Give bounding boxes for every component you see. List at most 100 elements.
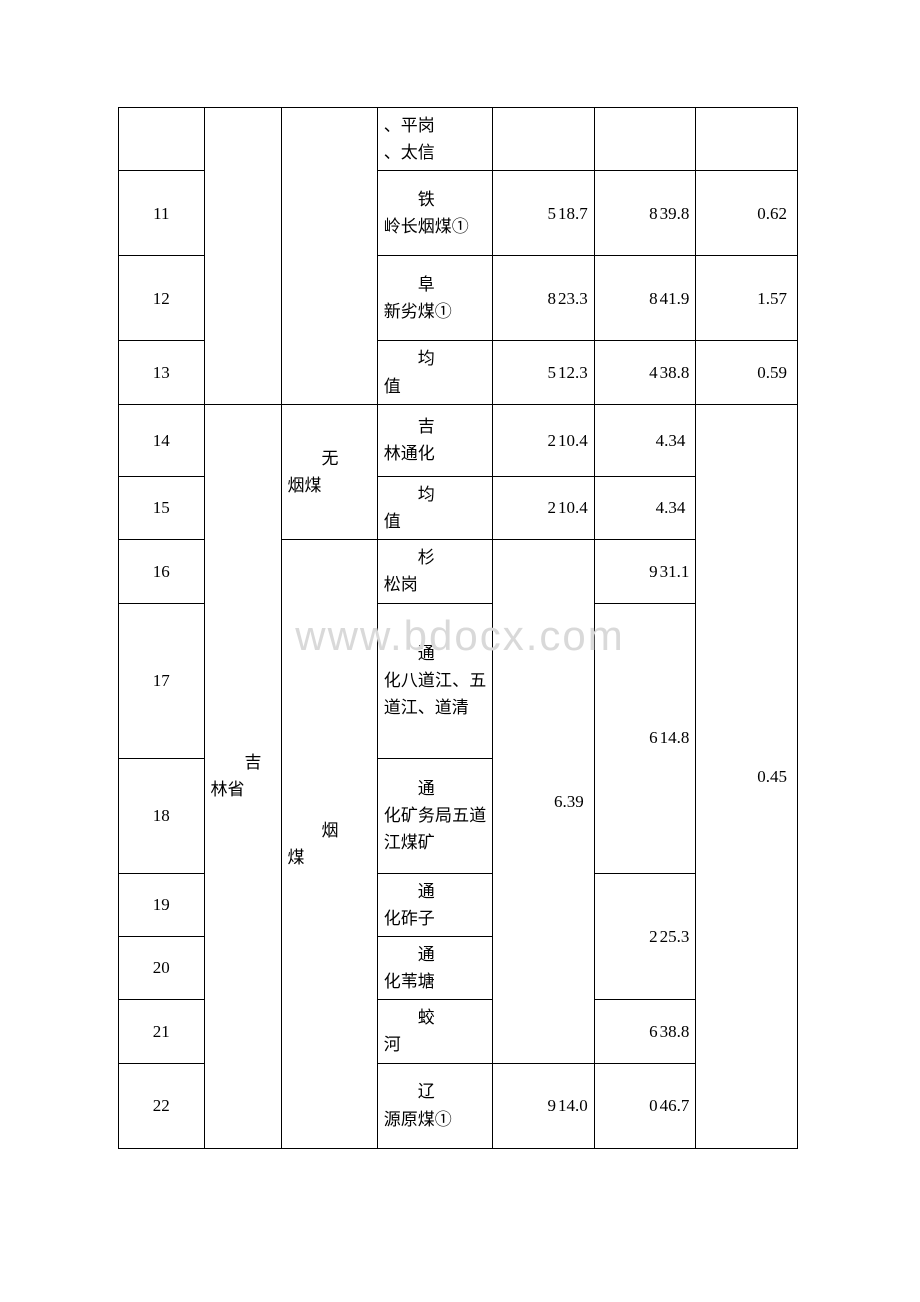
- name-rest: 新劣煤①: [384, 302, 452, 321]
- val-left: 0: [649, 1092, 658, 1119]
- cell-v3: 0.45: [696, 404, 798, 1148]
- cell-v2: 614.8: [594, 603, 696, 873]
- coal-data-table: 、平岗 、太信 11 铁岭长烟煤① 518.7 839.8 0.62 12: [118, 107, 798, 1149]
- val-right: 23.3: [558, 285, 588, 312]
- val-right: 10.4: [558, 427, 588, 454]
- cell-name: 吉林通化: [377, 404, 492, 476]
- name-first: 通: [384, 941, 486, 968]
- cell-idx: 15: [119, 476, 205, 539]
- cell-v3: 0.59: [696, 341, 798, 404]
- cell-v1: [493, 108, 595, 171]
- val-right: 46.7: [660, 1092, 690, 1119]
- val-left: 2: [548, 494, 557, 521]
- cell-v2: 438.8: [594, 341, 696, 404]
- coal-rest: 烟煤: [288, 476, 322, 495]
- name-rest: 化八道江、五道江、道清: [384, 671, 486, 717]
- cell-v2: 225.3: [594, 873, 696, 1000]
- name-first: 辽: [384, 1078, 486, 1105]
- val-left: 9: [548, 1092, 557, 1119]
- name-rest: 化矿务局五道江煤矿: [384, 806, 486, 852]
- name-rest: 松岗: [384, 575, 418, 594]
- cell-idx: 18: [119, 758, 205, 873]
- cell-idx: 22: [119, 1063, 205, 1148]
- name-first: 铁: [384, 186, 486, 213]
- coal-first: 无: [288, 445, 371, 472]
- coal-rest: 煤: [288, 848, 305, 867]
- name-line2: 、太信: [384, 143, 435, 162]
- cell-name: 阜新劣煤①: [377, 256, 492, 341]
- val-right: 38.8: [660, 359, 690, 386]
- name-rest: 河: [384, 1035, 401, 1054]
- cell-v2: 841.9: [594, 256, 696, 341]
- cell-v2: 638.8: [594, 1000, 696, 1063]
- cell-name: 杉松岗: [377, 540, 492, 603]
- cell-v1: 823.3: [493, 256, 595, 341]
- val-right: 10.4: [558, 494, 588, 521]
- name-rest: 源原煤①: [384, 1110, 452, 1129]
- name-first: 均: [384, 481, 486, 508]
- cell-name: 、平岗 、太信: [377, 108, 492, 171]
- name-first: 杉: [384, 544, 486, 571]
- table-row: 14 吉林省 无烟煤 吉林通化 210.4 4.34 0.45: [119, 404, 798, 476]
- cell-name: 通化八道江、五道江、道清: [377, 603, 492, 758]
- val-left: 9: [649, 558, 658, 585]
- name-first: 通: [384, 775, 486, 802]
- prov-rest: 林省: [211, 780, 245, 799]
- val-right: 14.0: [558, 1092, 588, 1119]
- val-left: 8: [649, 200, 658, 227]
- cell-idx: 19: [119, 873, 205, 936]
- cell-name: 通化砟子: [377, 873, 492, 936]
- val-left: 8: [548, 285, 557, 312]
- val-right: 18.7: [558, 200, 588, 227]
- cell-idx: 13: [119, 341, 205, 404]
- cell-v2: 4.34: [594, 404, 696, 476]
- name-first: 通: [384, 878, 486, 905]
- val-right: 31.1: [660, 558, 690, 585]
- name-line1: 、平岗: [384, 116, 435, 135]
- cell-v3: 0.62: [696, 171, 798, 256]
- cell-v1: 210.4: [493, 404, 595, 476]
- cell-v2: 046.7: [594, 1063, 696, 1148]
- name-rest: 化苇塘: [384, 972, 435, 991]
- cell-name: 通化矿务局五道江煤矿: [377, 758, 492, 873]
- name-first: 均: [384, 345, 486, 372]
- cell-v2: [594, 108, 696, 171]
- val-left: 2: [548, 427, 557, 454]
- cell-v1: 914.0: [493, 1063, 595, 1148]
- val-left: 5: [548, 359, 557, 386]
- cell-v2: 4.34: [594, 476, 696, 539]
- cell-coaltype-empty: [281, 108, 377, 405]
- cell-province-empty: [204, 108, 281, 405]
- val-right: 14.8: [660, 724, 690, 751]
- cell-coaltype: 烟煤: [281, 540, 377, 1149]
- cell-name: 蛟河: [377, 1000, 492, 1063]
- coal-first: 烟: [288, 817, 371, 844]
- val-right: 41.9: [660, 285, 690, 312]
- name-first: 蛟: [384, 1004, 486, 1031]
- val-left: 6: [649, 724, 658, 751]
- val-right: 25.3: [660, 923, 690, 950]
- name-first: 通: [384, 640, 486, 667]
- cell-name: 均值: [377, 476, 492, 539]
- cell-v2: 931.1: [594, 540, 696, 603]
- name-rest: 岭长烟煤①: [384, 217, 469, 236]
- cell-idx: 11: [119, 171, 205, 256]
- cell-idx: 17: [119, 603, 205, 758]
- cell-idx: 14: [119, 404, 205, 476]
- val-right: 38.8: [660, 1018, 690, 1045]
- name-rest: 林通化: [384, 444, 435, 463]
- name-rest: 值: [384, 512, 401, 531]
- name-rest: 值: [384, 377, 401, 396]
- val-left: 5: [548, 200, 557, 227]
- cell-v1: 6.39: [493, 540, 595, 1064]
- data-table-container: 、平岗 、太信 11 铁岭长烟煤① 518.7 839.8 0.62 12: [118, 107, 798, 1149]
- cell-idx: [119, 108, 205, 171]
- val-left: 2: [649, 923, 658, 950]
- cell-v1: 210.4: [493, 476, 595, 539]
- name-first: 吉: [384, 413, 486, 440]
- val-right: 12.3: [558, 359, 588, 386]
- cell-name: 均值: [377, 341, 492, 404]
- cell-v2: 839.8: [594, 171, 696, 256]
- cell-v1: 512.3: [493, 341, 595, 404]
- cell-name: 辽源原煤①: [377, 1063, 492, 1148]
